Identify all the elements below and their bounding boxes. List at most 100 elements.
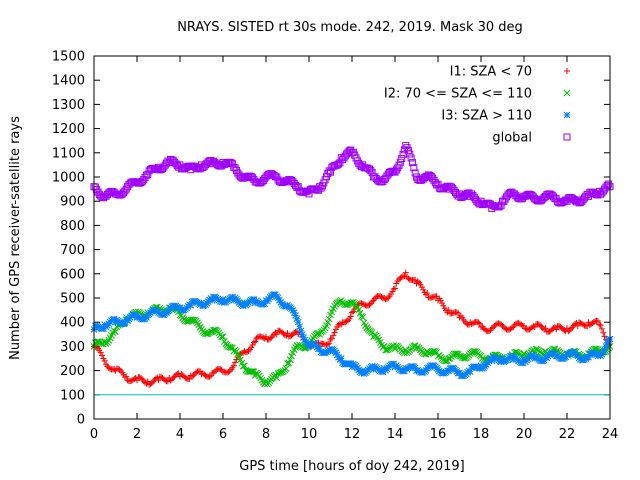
data-point-fill: [147, 381, 154, 388]
data-point-fill: [343, 318, 350, 325]
data-point-fill: [400, 273, 407, 280]
data-point-fill: [347, 313, 354, 320]
data-point: [509, 356, 517, 364]
data-point-fill: [550, 325, 557, 332]
data-point-fill: [148, 380, 155, 387]
legend-label: global: [492, 131, 532, 146]
data-point: [380, 364, 388, 372]
data-point-fill: [207, 372, 214, 379]
data-point-fill: [366, 301, 373, 308]
data-point: [349, 309, 355, 316]
data-point-fill: [398, 274, 405, 281]
data-point-fill: [182, 374, 189, 381]
data-point-fill: [601, 346, 608, 353]
data-point-fill: [332, 349, 340, 357]
data-point-fill: [389, 288, 396, 295]
data-point-fill: [373, 294, 380, 301]
data-point-fill: [537, 322, 544, 329]
data-point-fill: [406, 150, 414, 158]
data-point-fill: [518, 321, 525, 328]
data-point: [230, 297, 238, 304]
legend-label: I3: SZA > 110: [441, 109, 532, 124]
data-point-fill: [502, 325, 509, 332]
data-point: [263, 333, 269, 340]
data-point: [101, 357, 108, 364]
data-point-fill: [539, 357, 547, 365]
data-point-fill: [333, 351, 341, 359]
data-point: [596, 321, 603, 328]
data-point-fill: [191, 297, 199, 305]
x-axis-label: GPS time [hours of doy 242, 2019]: [239, 459, 464, 474]
data-point-fill: [566, 327, 573, 334]
data-point-fill: [347, 360, 355, 367]
data-point-fill: [508, 352, 516, 360]
data-point-fill: [405, 275, 412, 282]
data-point: [359, 301, 366, 308]
data-point: [241, 362, 248, 370]
y-tick-label: 300: [60, 340, 85, 355]
data-point-fill: [167, 377, 174, 384]
y-tick-label: 1000: [52, 171, 85, 186]
data-point-fill: [603, 339, 611, 347]
data-point-fill: [335, 353, 342, 361]
data-point-fill: [584, 323, 591, 330]
series-group: [90, 142, 614, 388]
data-point-fill: [239, 302, 247, 310]
data-point-fill: [296, 323, 303, 331]
data-point: [499, 322, 506, 329]
data-point-fill: [247, 296, 255, 304]
data-point-fill: [193, 369, 200, 376]
data-point: [262, 297, 270, 304]
data-point-fill: [324, 319, 332, 326]
y-axis-label: Number of GPS receiver-satellite rays: [8, 116, 23, 360]
data-point-fill: [274, 294, 282, 302]
y-tick-label: 1100: [52, 146, 85, 161]
data-point-fill: [336, 320, 343, 327]
data-point-fill: [100, 325, 107, 332]
axis-ticks: 0 2 4 6 8 10 12 14 16 18 20 22 240100200300400500600…: [52, 50, 618, 443]
y-tick-label: 400: [60, 316, 85, 331]
data-point-fill: [142, 379, 149, 386]
data-point-fill: [358, 300, 365, 307]
data-point-fill: [399, 150, 407, 158]
data-point-fill: [358, 369, 365, 377]
data-point-fill: [429, 294, 436, 301]
data-point: [294, 318, 302, 326]
data-point-fill: [469, 320, 476, 327]
data-point-fill: [414, 278, 421, 285]
data-point-fill: [188, 298, 196, 306]
data-point-fill: [383, 295, 390, 302]
data-point: [230, 362, 237, 369]
legend-marker: [564, 68, 570, 74]
data-point: [542, 325, 549, 332]
data-point-fill: [120, 320, 127, 328]
data-point-fill: [249, 367, 256, 375]
legend-marker: [563, 111, 571, 119]
data-point-fill: [97, 349, 104, 356]
data-point-fill: [218, 333, 226, 341]
data-point: [585, 353, 592, 361]
data-point-fill: [522, 325, 529, 332]
data-point: [284, 359, 291, 367]
data-point-fill: [232, 359, 239, 366]
data-point-fill: [519, 359, 527, 367]
data-point-fill: [304, 340, 312, 348]
data-point: [337, 355, 345, 362]
x-tick-label: 18: [473, 427, 490, 442]
x-tick-label: 0: [90, 427, 98, 442]
series-star: [90, 291, 614, 380]
data-point-fill: [105, 364, 112, 371]
x-tick-label: 22: [559, 427, 576, 442]
x-tick-label: 8: [262, 427, 270, 442]
data-point-fill: [207, 295, 215, 302]
y-tick-label: 1500: [52, 50, 85, 65]
data-point-fill: [324, 341, 331, 348]
data-point: [466, 368, 474, 376]
data-point-fill: [328, 335, 335, 342]
data-point-fill: [401, 367, 408, 375]
x-tick-label: 20: [516, 427, 533, 442]
data-point-fill: [227, 344, 235, 351]
data-point-fill: [250, 296, 258, 303]
data-point-fill: [116, 366, 123, 373]
